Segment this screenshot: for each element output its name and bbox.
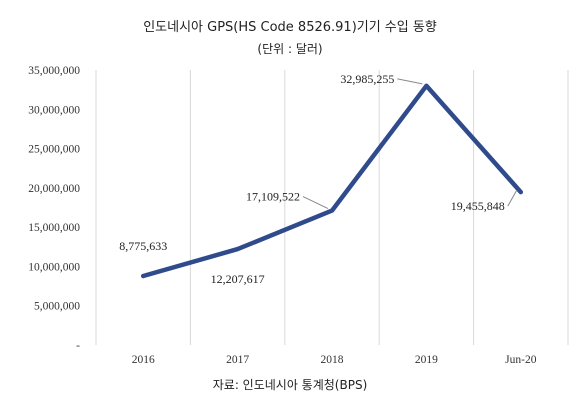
x-tick-label: 2019 [415, 354, 438, 366]
y-tick-label: 15,000,000 [28, 222, 80, 234]
y-tick-label: 25,000,000 [28, 144, 80, 156]
label-leader-line [507, 189, 518, 207]
y-tick-label: 20,000,000 [28, 183, 80, 195]
series-group [140, 83, 524, 279]
chart-subtitle: (단위 : 달러) [257, 42, 322, 56]
x-tick-label: Jun-20 [505, 354, 537, 366]
y-tick-label: 35,000,000 [28, 65, 80, 77]
chart-title: 인도네시아 GPS(HS Code 8526.91)기기 수입 동향 [143, 20, 437, 35]
data-label: 8,775,633 [119, 239, 167, 253]
x-tick-label: 2016 [132, 354, 155, 366]
y-tick-label: - [76, 340, 80, 352]
data-labels: 8,775,633 12,207,617 17,109,522 32,985,255 1… [119, 72, 518, 286]
source-note: 자료: 인도네시아 통계청(BPS) [213, 378, 368, 392]
data-label: 19,455,848 [451, 199, 505, 213]
y-axis-tick-labels: - 5,000,000 10,000,000 15,000,000 20,000,000… [28, 65, 80, 352]
x-tick-label: 2018 [321, 354, 344, 366]
x-axis-tick-labels: 2016 2017 2018 2019 Jun-20 [132, 354, 537, 366]
series-line [140, 83, 524, 279]
label-leader-line [397, 78, 423, 85]
y-tick-label: 5,000,000 [34, 301, 80, 313]
data-label: 12,207,617 [211, 272, 265, 286]
gridlines [95, 70, 569, 345]
data-label: 17,109,522 [246, 190, 300, 204]
data-label: 32,985,255 [340, 72, 394, 86]
y-tick-label: 30,000,000 [28, 104, 80, 116]
y-tick-label: 10,000,000 [28, 261, 80, 273]
label-leader-line [302, 196, 329, 210]
x-tick-label: 2017 [226, 354, 249, 366]
